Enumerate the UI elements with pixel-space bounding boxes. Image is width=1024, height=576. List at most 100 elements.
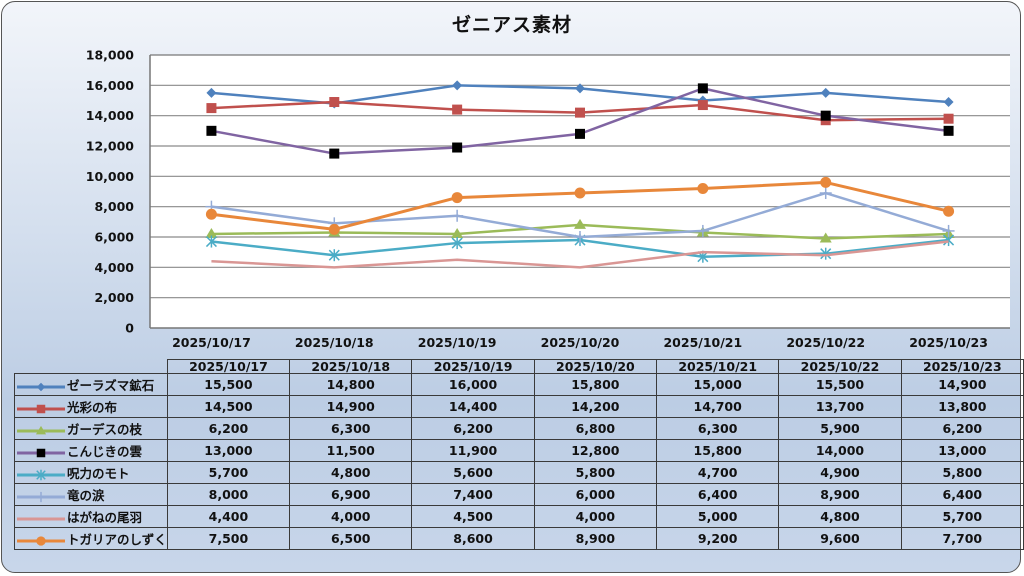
table-header-row: 2025/10/17 2025/10/18 2025/10/19 2025/10/20… — [14, 359, 1024, 374]
table-cell: 4,900 — [778, 461, 902, 484]
table-cell: 7,500 — [166, 527, 291, 550]
data-point-marker — [820, 110, 831, 121]
data-point-marker — [574, 231, 586, 243]
y-tick-label: 10,000 — [86, 169, 135, 184]
table-cell: 8,000 — [166, 483, 291, 506]
x-tick-label: 2025/10/18 — [295, 335, 374, 350]
legend-key-icon — [17, 381, 65, 393]
legend-cell: ゼーラズマ鉱石 — [14, 373, 168, 396]
series-line — [211, 240, 949, 269]
data-point-marker — [36, 404, 46, 413]
legend-label: ゼーラズマ鉱石 — [67, 378, 155, 393]
table-cell: 14,800 — [289, 373, 413, 396]
data-point-marker — [328, 223, 340, 235]
data-point-marker — [820, 87, 831, 98]
table-cell: 12,800 — [533, 439, 658, 462]
data-point-marker — [697, 100, 708, 111]
table-row: ゼーラズマ鉱石 15,500 14,800 16,000 15,800 15,000 15,… — [14, 373, 1024, 396]
table-row: 光彩の布 14,500 14,900 14,400 14,200 14,700 13,700… — [14, 395, 1024, 418]
data-point-marker — [36, 382, 46, 391]
data-point-marker — [36, 448, 46, 457]
table-header-cell: 2025/10/21 — [656, 359, 780, 374]
x-tick-label: 2025/10/20 — [541, 335, 620, 350]
data-point-marker — [943, 125, 954, 136]
table-row: ガーデスの枝 6,200 6,300 6,200 6,800 6,300 5,900 6,20… — [14, 417, 1024, 440]
data-point-marker — [206, 87, 217, 98]
legend-key-icon — [17, 491, 65, 503]
table-cell: 16,000 — [411, 373, 535, 396]
y-tick-label: 8,000 — [94, 199, 134, 214]
table-header-cell: 2025/10/23 — [900, 359, 1024, 374]
table-cell: 8,900 — [533, 527, 658, 550]
table-cell: 6,400 — [656, 483, 780, 506]
table-corner — [14, 359, 168, 374]
y-tick-label: 4,000 — [94, 260, 134, 275]
data-point-marker — [35, 491, 47, 502]
table-cell: 14,400 — [411, 395, 535, 418]
data-point-marker — [329, 97, 340, 108]
legend-key-icon — [17, 535, 65, 547]
legend-label: 竜の涙 — [67, 488, 105, 503]
table-row: はがねの尾羽 4,400 4,000 4,500 4,000 5,000 4,800 5,70… — [14, 505, 1024, 528]
table-cell: 6,400 — [900, 483, 1024, 506]
x-tick-label: 2025/10/21 — [663, 335, 742, 350]
legend-label: こんじきの雲 — [67, 444, 143, 459]
x-tick-label: 2025/10/22 — [786, 335, 865, 350]
legend-cell: 呪力のモト — [14, 461, 168, 484]
table-cell: 9,600 — [778, 527, 902, 550]
table-row: 竜の涙 8,000 6,900 7,400 6,000 6,400 8,900 6,400 — [14, 483, 1024, 506]
data-point-marker — [205, 235, 217, 248]
table-cell: 7,400 — [411, 483, 535, 506]
data-point-marker — [575, 83, 585, 94]
series-7 — [211, 240, 949, 269]
table-cell: 5,000 — [656, 505, 780, 528]
table-row: トガリアのしずく 7,500 6,500 8,600 8,900 9,200 9,600 7,… — [14, 527, 1024, 550]
table-cell: 5,800 — [900, 461, 1024, 484]
table-cell: 14,000 — [778, 439, 902, 462]
y-tick-label: 16,000 — [86, 78, 135, 93]
data-point-marker — [942, 224, 955, 237]
table-cell: 14,700 — [656, 395, 780, 418]
legend-cell: トガリアのしずく — [14, 527, 168, 550]
data-point-marker — [820, 247, 832, 260]
data-point-marker — [452, 142, 463, 153]
table-cell: 8,900 — [778, 483, 902, 506]
table-cell: 4,800 — [778, 505, 902, 528]
data-point-marker — [819, 187, 832, 200]
table-cell: 4,500 — [411, 505, 535, 528]
table-cell: 4,000 — [533, 505, 658, 528]
data-point-marker — [452, 80, 463, 91]
table-cell: 6,000 — [533, 483, 658, 506]
data-point-marker — [574, 218, 586, 229]
table-cell: 5,700 — [166, 461, 291, 484]
table-cell: 6,200 — [411, 417, 535, 440]
table-header-cell: 2025/10/20 — [533, 359, 658, 374]
table-cell: 6,200 — [900, 417, 1024, 440]
y-tick-label: 14,000 — [86, 108, 135, 123]
table-cell: 5,800 — [533, 461, 658, 484]
data-point-marker — [943, 97, 954, 108]
data-point-marker — [451, 192, 463, 204]
legend-key-icon — [17, 425, 65, 437]
table-cell: 6,300 — [656, 417, 780, 440]
table-cell: 15,000 — [656, 373, 780, 396]
series-8 — [205, 176, 955, 235]
legend-cell: 竜の涙 — [14, 483, 168, 506]
legend-label: 呪力のモト — [67, 466, 130, 481]
y-tick-label: 0 — [125, 321, 134, 336]
data-point-marker — [451, 227, 464, 238]
data-point-marker — [328, 249, 340, 262]
series-4 — [206, 83, 954, 159]
table-cell: 5,900 — [778, 417, 902, 440]
legend-key-icon — [17, 469, 65, 481]
table-cell: 15,800 — [533, 373, 658, 396]
data-point-marker — [943, 205, 955, 217]
table-row: こんじきの雲 13,000 11,500 11,900 12,800 15,800 14,0… — [14, 439, 1024, 462]
table-cell: 15,500 — [166, 373, 291, 396]
data-point-marker — [205, 227, 218, 238]
table-cell: 4,800 — [289, 461, 413, 484]
table-cell: 15,500 — [778, 373, 902, 396]
table-cell: 11,900 — [411, 439, 535, 462]
table-cell: 6,500 — [289, 527, 413, 550]
table-cell: 11,500 — [289, 439, 413, 462]
